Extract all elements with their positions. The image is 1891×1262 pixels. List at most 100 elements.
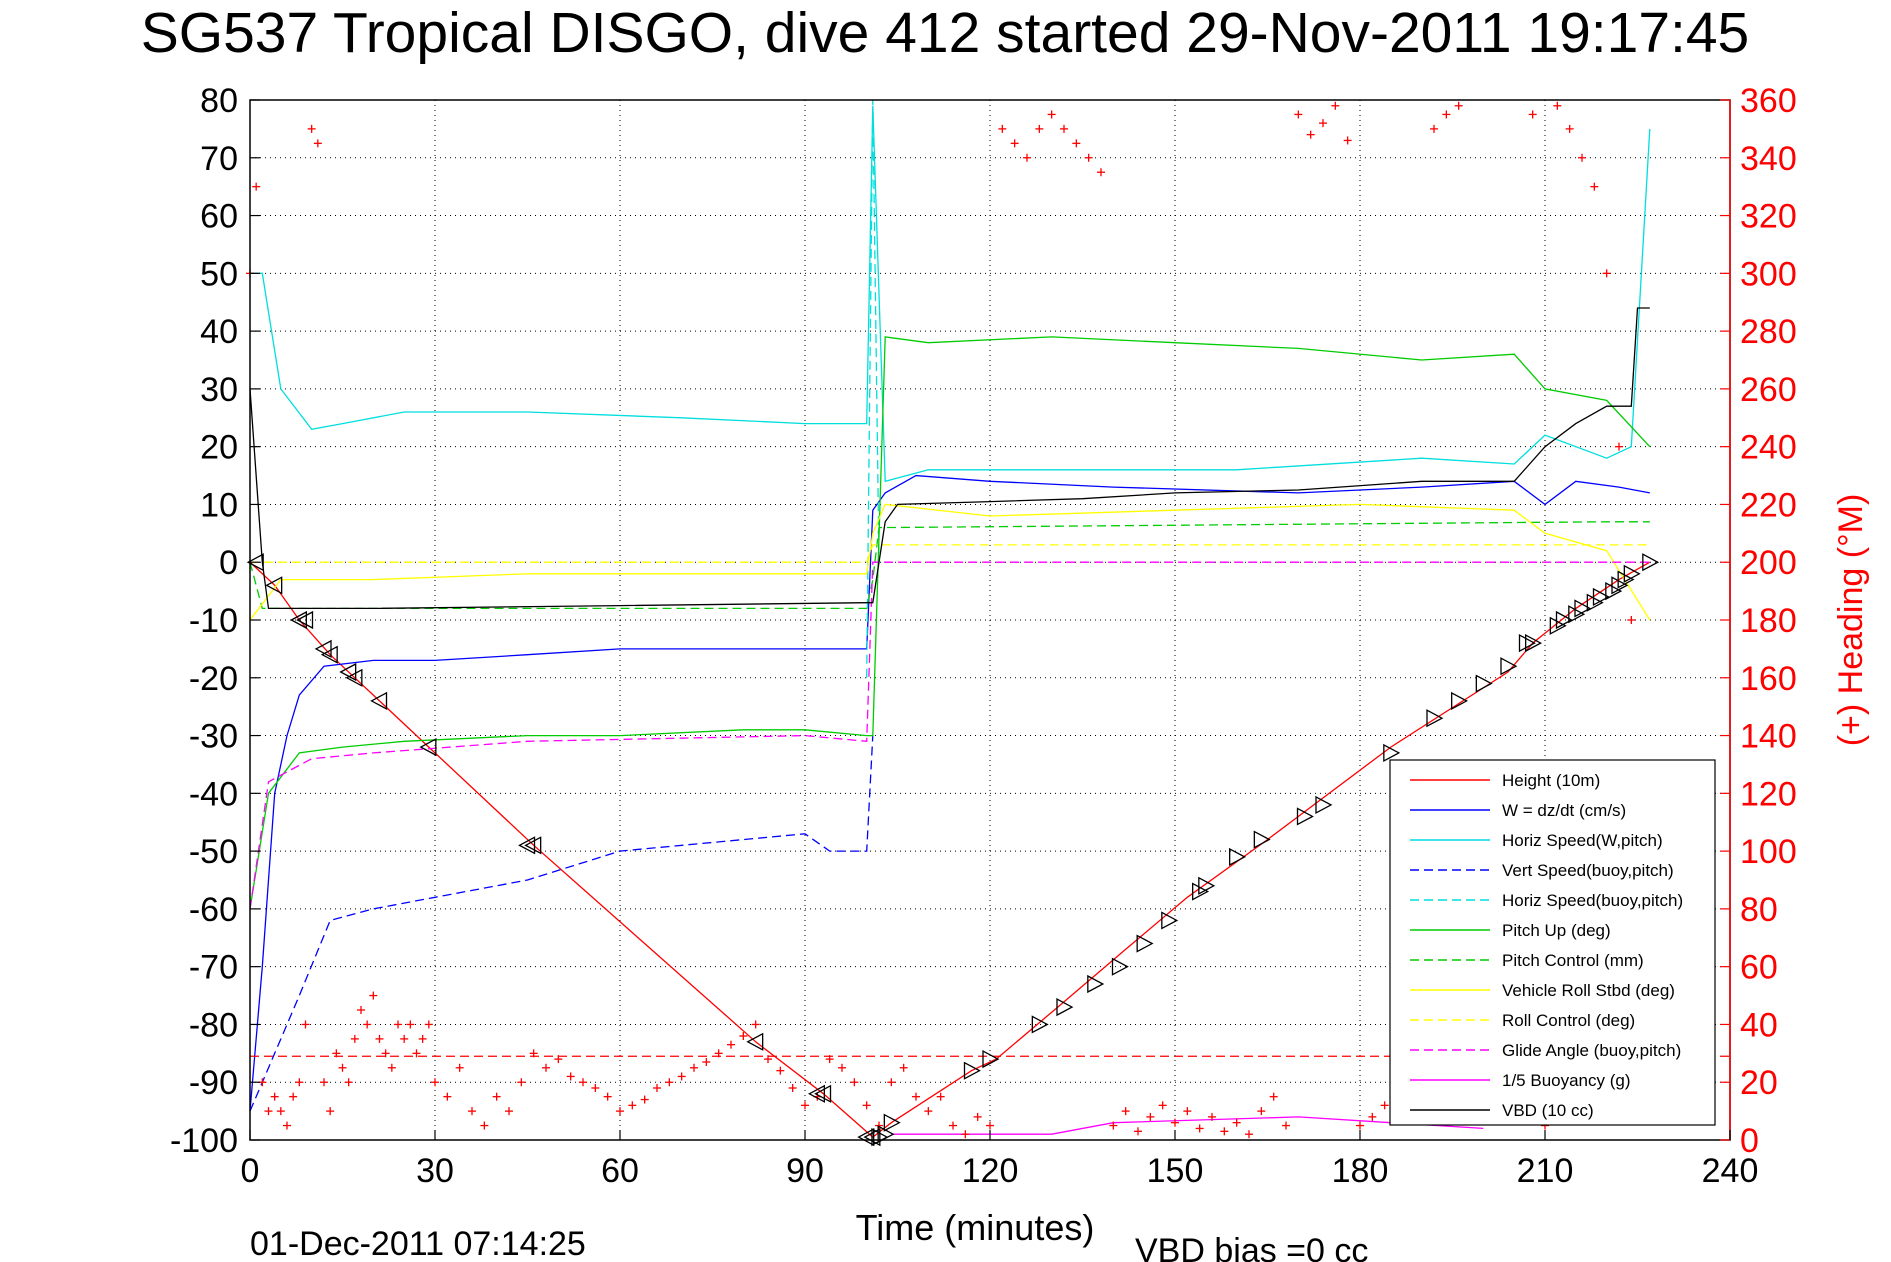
heading-point <box>394 1020 402 1029</box>
right-axis: 3603403203002802602402202001801601401201… <box>1720 82 1797 1160</box>
right-tick-label: 120 <box>1740 775 1797 813</box>
triangle-markers-layer <box>246 553 1660 1147</box>
heading-point <box>369 991 378 1000</box>
heading-point <box>542 1063 550 1072</box>
heading-point <box>690 1063 698 1072</box>
triangle-marker <box>314 639 332 658</box>
heading-point <box>295 1078 304 1087</box>
heading-point <box>825 1055 834 1064</box>
heading-point <box>1134 1127 1142 1136</box>
x-tick-label: 240 <box>1702 1152 1759 1190</box>
heading-point <box>529 1049 538 1058</box>
heading-point <box>344 1078 353 1087</box>
heading-point <box>727 1040 735 1049</box>
triangle-marker <box>883 1113 901 1132</box>
heading-point <box>1183 1107 1192 1116</box>
legend-label: Roll Control (deg) <box>1502 1011 1635 1030</box>
footer-timestamp: 01-Dec-2011 07:14:25 <box>250 1225 586 1262</box>
heading-point <box>912 1092 920 1101</box>
heading-point <box>350 1034 359 1043</box>
triangle-marker <box>1611 576 1629 595</box>
triangle-marker <box>1518 634 1536 653</box>
heading-point <box>1060 124 1068 133</box>
triangle-marker <box>320 645 338 664</box>
heading-point <box>1615 442 1623 451</box>
heading-point <box>1109 1121 1118 1130</box>
heading-point <box>1627 616 1636 624</box>
x-tick-label: 180 <box>1332 1152 1389 1190</box>
heading-point <box>579 1078 587 1087</box>
y-tick-label: 80 <box>200 82 238 120</box>
triangle-marker <box>1136 934 1154 953</box>
heading-point <box>1578 153 1586 162</box>
heading-point <box>276 1107 285 1116</box>
heading-point <box>1208 1112 1216 1121</box>
triangle-marker <box>1555 610 1573 630</box>
heading-point <box>998 124 1007 133</box>
legend-label: Height (10m) <box>1502 771 1600 790</box>
heading-point <box>301 1020 310 1029</box>
triangle-marker <box>1192 882 1210 901</box>
heading-point <box>628 1101 637 1110</box>
x-tick-label: 150 <box>1147 1152 1204 1190</box>
heading-point <box>961 1130 970 1139</box>
y-tick-label: -100 <box>170 1122 238 1160</box>
triangle-marker <box>1623 564 1641 583</box>
triangle-marker <box>1592 587 1610 606</box>
heading-point <box>381 1049 390 1058</box>
y-tick-label: 20 <box>200 429 238 467</box>
triangle-marker <box>1315 795 1333 814</box>
series-line-6 <box>249 521 1650 610</box>
right-tick-label: 300 <box>1740 255 1797 293</box>
triangle-marker <box>1475 674 1493 693</box>
heading-point <box>1368 1112 1377 1121</box>
triangle-marker <box>296 610 314 630</box>
heading-point <box>1294 110 1303 119</box>
heading-point <box>1454 101 1463 110</box>
heading-point <box>363 1020 372 1029</box>
triangle-marker <box>1198 876 1216 895</box>
y-tick-label: -80 <box>189 1006 238 1044</box>
heading-point <box>653 1084 661 1092</box>
triangle-marker <box>1525 634 1543 653</box>
heading-point <box>289 1092 298 1101</box>
footer-vbd-bias: VBD bias =0 cc <box>1135 1232 1368 1262</box>
heading-point <box>270 1092 279 1101</box>
triangle-marker <box>1568 605 1586 624</box>
right-tick-label: 240 <box>1740 429 1797 467</box>
triangle-marker <box>1031 1015 1049 1034</box>
triangle-marker <box>1056 998 1074 1017</box>
heading-point <box>387 1063 396 1072</box>
triangle-marker <box>982 1050 1000 1069</box>
heading-point <box>850 1078 859 1087</box>
right-tick-label: 220 <box>1740 486 1797 524</box>
heading-point <box>1343 136 1352 145</box>
y-tick-label: 0 <box>219 544 238 582</box>
right-tick-label: 320 <box>1740 198 1797 236</box>
right-tick-label: 0 <box>1740 1122 1759 1160</box>
x-axis: 0 30 60 90 120 150 180 210 240 <box>241 1130 1759 1190</box>
heading-point <box>455 1063 464 1072</box>
triangle-marker <box>419 738 437 757</box>
heading-point <box>566 1072 575 1081</box>
heading-point <box>1602 269 1611 278</box>
legend-label: Horiz Speed(W,pitch) <box>1502 831 1663 850</box>
heading-point <box>838 1063 846 1072</box>
heading-point <box>320 1078 328 1087</box>
heading-point <box>1245 1130 1253 1139</box>
series-line-3 <box>249 735 874 1112</box>
triangle-marker <box>1451 691 1469 710</box>
triangle-marker <box>1549 616 1567 635</box>
heading-point <box>862 1101 871 1110</box>
heading-point <box>1380 1101 1389 1110</box>
heading-point <box>326 1107 335 1116</box>
heading-point <box>677 1072 686 1081</box>
series-line-1 <box>249 474 1650 1112</box>
heading-point <box>357 1006 365 1014</box>
triangle-marker <box>1500 657 1518 676</box>
right-tick-label: 140 <box>1740 718 1797 756</box>
triangle-marker <box>1161 911 1179 930</box>
heading-point <box>986 1121 994 1130</box>
heading-point <box>1528 110 1537 119</box>
heading-point <box>702 1058 711 1066</box>
